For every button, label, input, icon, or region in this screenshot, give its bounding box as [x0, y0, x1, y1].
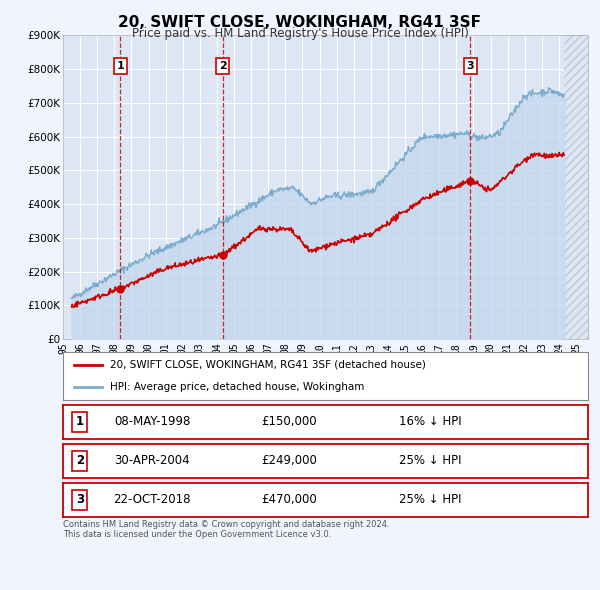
Text: £249,000: £249,000 [261, 454, 317, 467]
Text: 08-MAY-1998: 08-MAY-1998 [114, 415, 190, 428]
Bar [564, 35, 588, 339]
Text: £150,000: £150,000 [261, 415, 317, 428]
Text: 3: 3 [76, 493, 84, 506]
Text: HPI: Average price, detached house, Wokingham: HPI: Average price, detached house, Woki… [110, 382, 365, 392]
Text: 25% ↓ HPI: 25% ↓ HPI [399, 454, 462, 467]
Bar [564, 35, 588, 339]
Text: 20, SWIFT CLOSE, WOKINGHAM, RG41 3SF (detached house): 20, SWIFT CLOSE, WOKINGHAM, RG41 3SF (de… [110, 360, 426, 370]
Text: 2: 2 [76, 454, 84, 467]
Text: 1: 1 [76, 415, 84, 428]
Text: 22-OCT-2018: 22-OCT-2018 [113, 493, 191, 506]
Text: 25% ↓ HPI: 25% ↓ HPI [399, 493, 462, 506]
Text: Contains HM Land Registry data © Crown copyright and database right 2024.
This d: Contains HM Land Registry data © Crown c… [63, 520, 389, 539]
Text: 3: 3 [466, 61, 474, 71]
Text: 16% ↓ HPI: 16% ↓ HPI [399, 415, 462, 428]
Text: 30-APR-2004: 30-APR-2004 [115, 454, 190, 467]
Text: £470,000: £470,000 [261, 493, 317, 506]
Text: 20, SWIFT CLOSE, WOKINGHAM, RG41 3SF: 20, SWIFT CLOSE, WOKINGHAM, RG41 3SF [119, 15, 482, 30]
Text: Price paid vs. HM Land Registry's House Price Index (HPI): Price paid vs. HM Land Registry's House … [131, 27, 469, 40]
Text: 2: 2 [218, 61, 226, 71]
Text: 1: 1 [116, 61, 124, 71]
